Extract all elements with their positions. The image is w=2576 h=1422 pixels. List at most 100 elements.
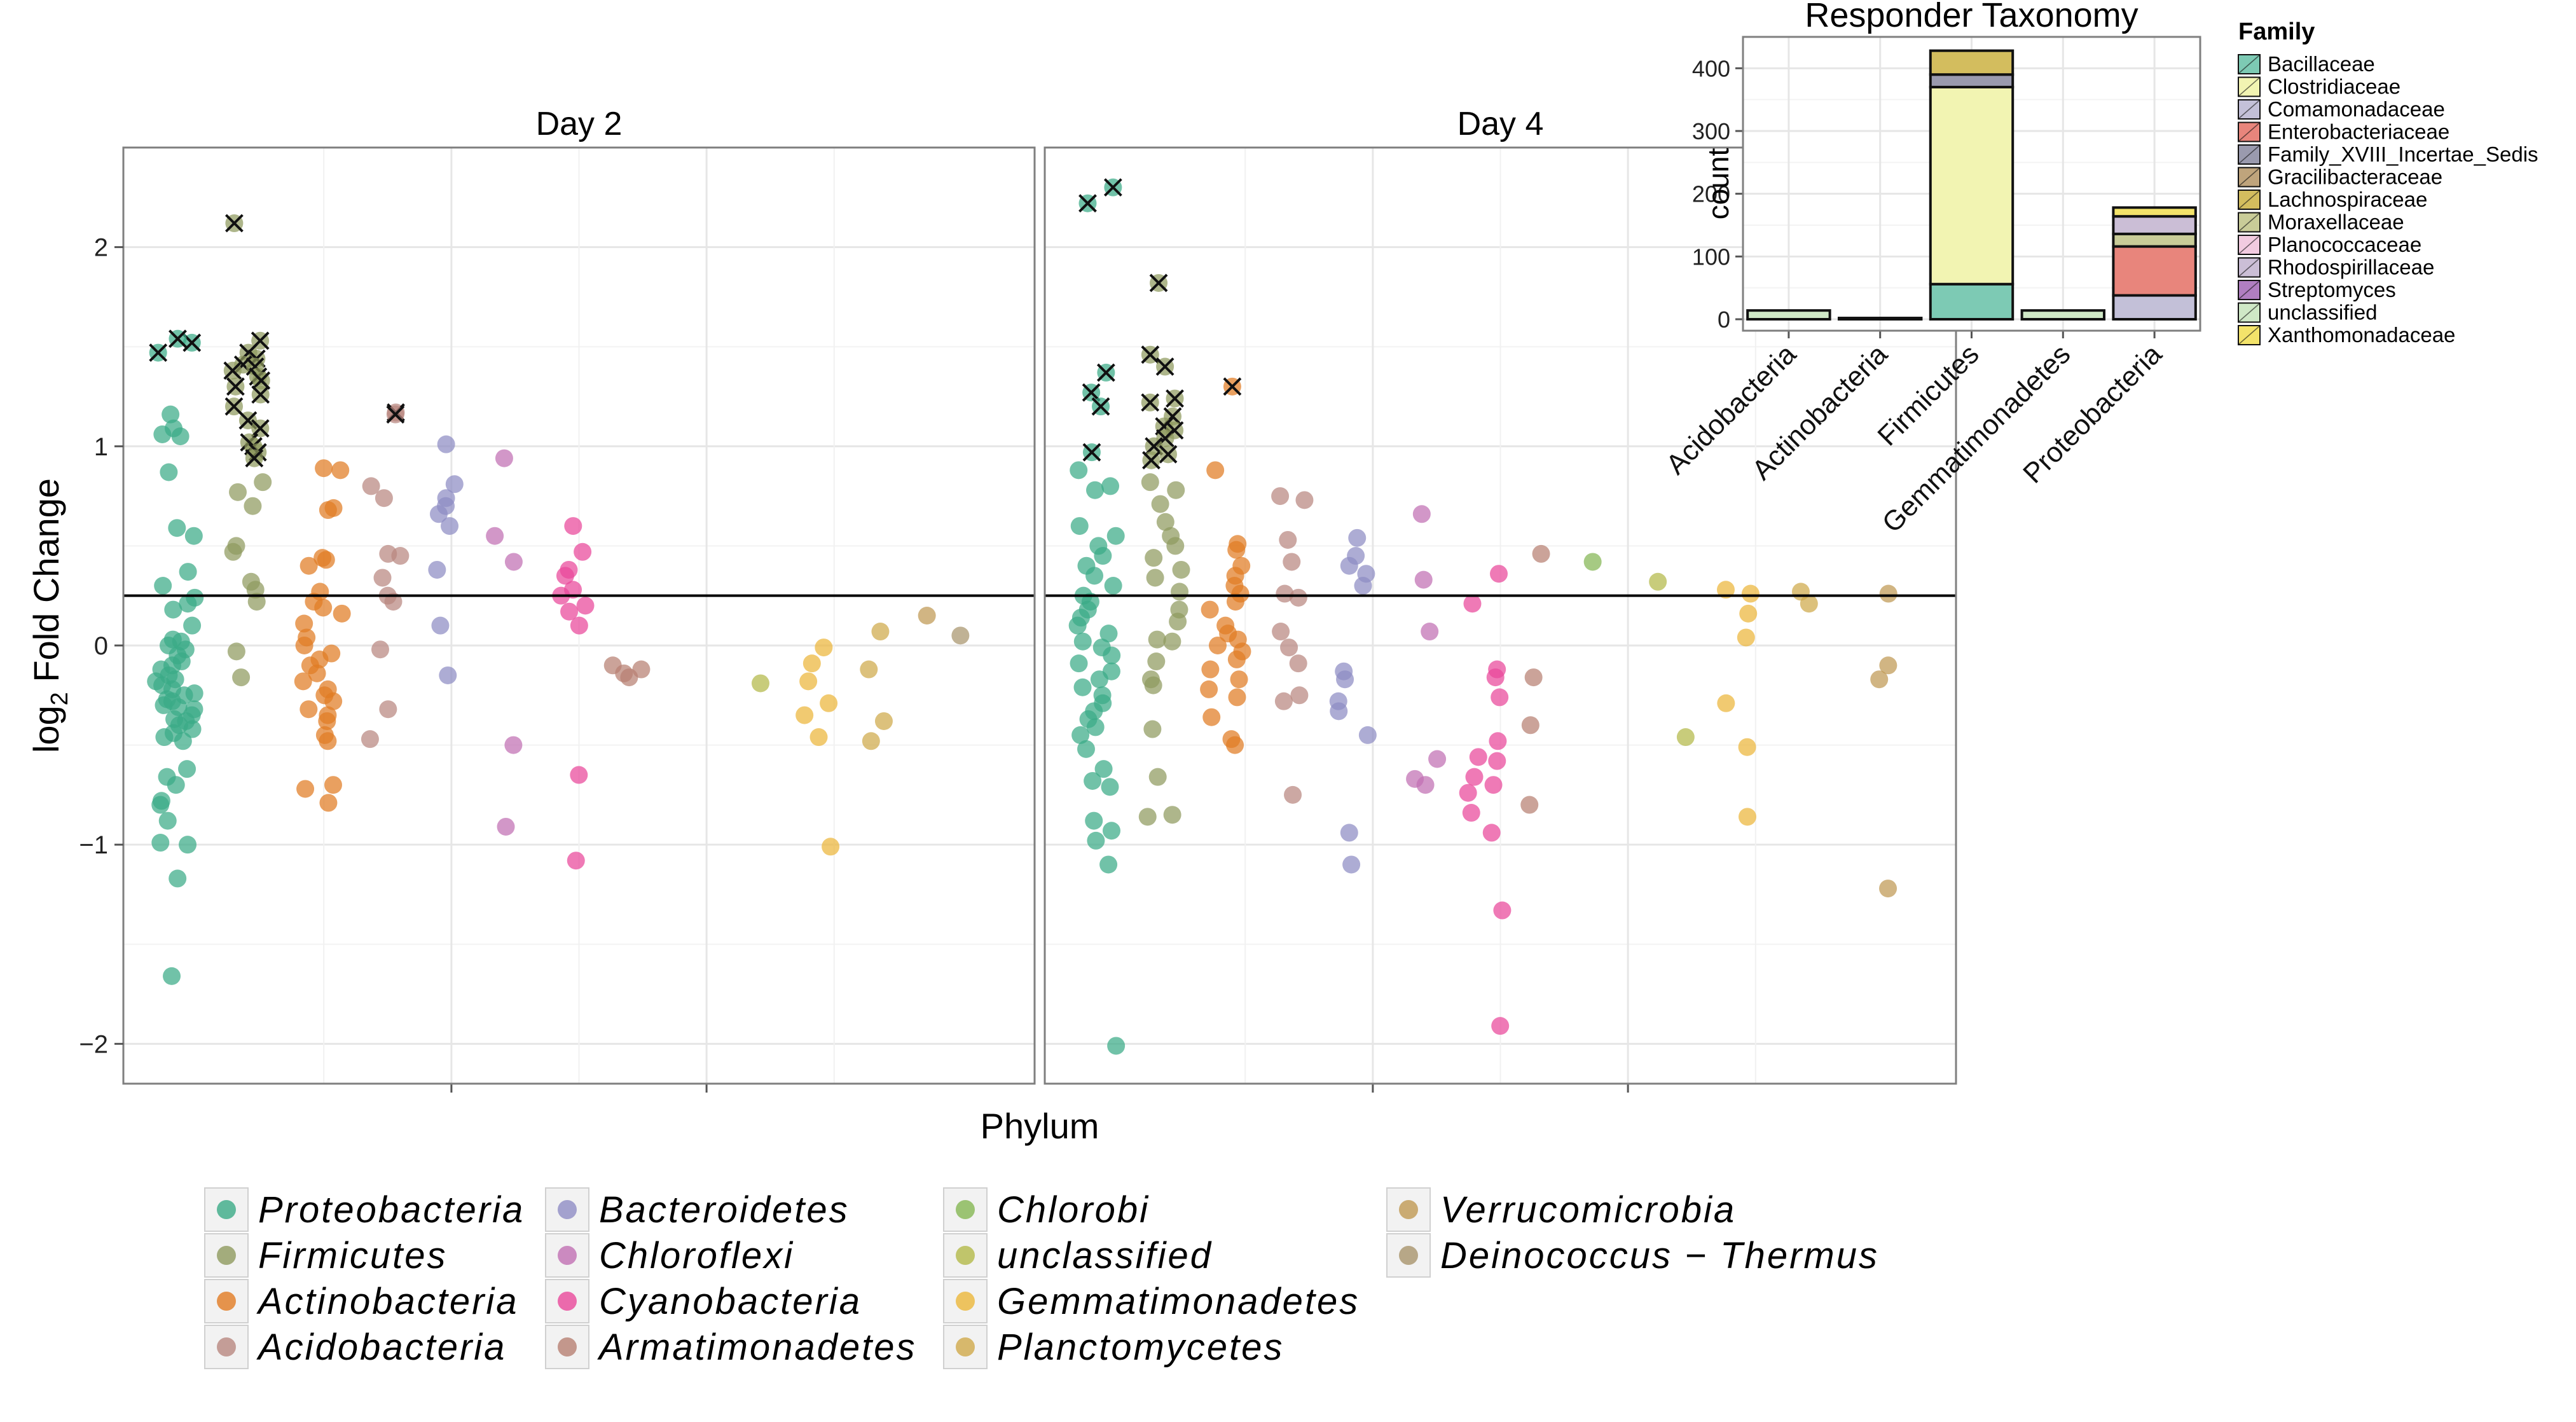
- family-legend-title: Family: [2238, 18, 2315, 45]
- legend-swatch: [217, 1246, 236, 1265]
- data-point: [1482, 824, 1501, 842]
- legend-label: Acidobacteria: [256, 1327, 506, 1368]
- legend-swatch: [558, 1200, 577, 1219]
- data-point: [224, 542, 242, 561]
- data-point: [1279, 530, 1297, 549]
- data-point: [1166, 537, 1185, 555]
- legend-swatch: [1399, 1200, 1418, 1219]
- data-point: [1143, 720, 1162, 738]
- legend-swatch: [558, 1292, 577, 1311]
- y-tick-label: −1: [79, 831, 108, 859]
- legend-label: Bacteroidetes: [599, 1189, 850, 1231]
- cross-marker: [1103, 178, 1122, 197]
- data-point: [1274, 692, 1293, 710]
- data-point: [1070, 461, 1088, 480]
- cross-marker: [224, 397, 244, 416]
- data-point: [1717, 694, 1735, 712]
- cross-marker: [1141, 393, 1160, 412]
- bar-segment: [1929, 73, 2015, 88]
- data-point: [1490, 565, 1508, 583]
- family-legend-swatch-stroke: [2238, 167, 2260, 187]
- data-point: [162, 405, 180, 424]
- cross-marker: [1091, 397, 1110, 416]
- legend-label: Chloroflexi: [599, 1235, 794, 1276]
- data-point: [1738, 738, 1756, 756]
- family-legend-label: Lachnospiraceae: [2268, 188, 2427, 211]
- data-point: [300, 556, 318, 575]
- data-point: [1151, 495, 1169, 513]
- data-point: [155, 696, 173, 714]
- data-point: [151, 834, 170, 852]
- legend-swatch: [956, 1292, 975, 1311]
- cross-marker: [226, 377, 245, 396]
- data-point: [1488, 752, 1506, 770]
- family-legend-swatch-stroke: [2238, 122, 2260, 142]
- family-legend-label: unclassified: [2268, 301, 2377, 324]
- data-point: [391, 547, 410, 565]
- data-point: [169, 869, 187, 888]
- data-point: [1104, 577, 1122, 595]
- legend-label: Verrucomicrobia: [1440, 1189, 1736, 1231]
- data-point: [1163, 632, 1181, 651]
- data-point: [951, 626, 970, 645]
- data-point: [362, 477, 380, 495]
- cross-marker: [1155, 357, 1174, 376]
- data-point: [437, 435, 455, 453]
- data-point: [324, 692, 343, 710]
- data-point: [1202, 708, 1221, 726]
- data-point: [151, 796, 170, 814]
- data-point: [1085, 811, 1103, 830]
- legend-label: Proteobacteria: [258, 1189, 525, 1231]
- y-tick-label: −2: [79, 1030, 108, 1058]
- data-point: [295, 614, 313, 633]
- family-legend-label: Clostridiaceae: [2268, 75, 2400, 99]
- data-point: [1532, 544, 1550, 563]
- data-point: [796, 706, 814, 724]
- data-point: [1073, 632, 1092, 651]
- inset-y-tick-label: 0: [1718, 307, 1730, 333]
- data-point: [1103, 646, 1121, 665]
- data-point: [1491, 1017, 1510, 1035]
- cross-marker: [1096, 363, 1115, 382]
- legend-label: Armatimonadetes: [597, 1327, 917, 1368]
- data-point: [504, 736, 523, 754]
- panel-border: [122, 146, 1036, 1085]
- data-point: [1070, 517, 1089, 535]
- data-point: [294, 672, 312, 691]
- data-point: [1101, 477, 1120, 495]
- data-point: [1583, 553, 1602, 571]
- legend-label: Gemmatimonadetes: [997, 1281, 1360, 1322]
- y-axis-title-log: log: [26, 705, 66, 753]
- data-point: [1716, 581, 1735, 599]
- data-point: [1200, 680, 1218, 698]
- data-point: [1156, 513, 1174, 531]
- facet-title: Day 2: [536, 106, 623, 142]
- legend-swatch: [217, 1200, 236, 1219]
- data-point: [163, 967, 181, 985]
- data-point: [1201, 600, 1219, 619]
- data-point: [1289, 654, 1307, 673]
- data-point: [1090, 670, 1108, 689]
- data-point: [574, 542, 592, 561]
- data-point: [1107, 1037, 1126, 1055]
- family-legend-swatch-stroke: [2238, 145, 2260, 164]
- data-point: [862, 732, 880, 750]
- family-legend-label: Family_XVIII_Incertae_Sedis: [2268, 142, 2538, 166]
- data-point: [1738, 808, 1756, 826]
- data-point: [576, 597, 595, 615]
- data-point: [232, 668, 251, 687]
- data-point: [319, 732, 337, 750]
- data-point: [1145, 549, 1163, 567]
- data-point: [174, 732, 192, 750]
- data-point: [1524, 668, 1543, 687]
- bar-segment: [1837, 317, 1923, 321]
- data-point: [1226, 736, 1244, 754]
- data-point: [247, 593, 266, 611]
- data-point: [1414, 570, 1433, 589]
- cross-marker: [1166, 389, 1184, 408]
- data-point: [319, 794, 338, 812]
- bar-segment: [2112, 245, 2197, 297]
- cross-marker: [245, 449, 264, 467]
